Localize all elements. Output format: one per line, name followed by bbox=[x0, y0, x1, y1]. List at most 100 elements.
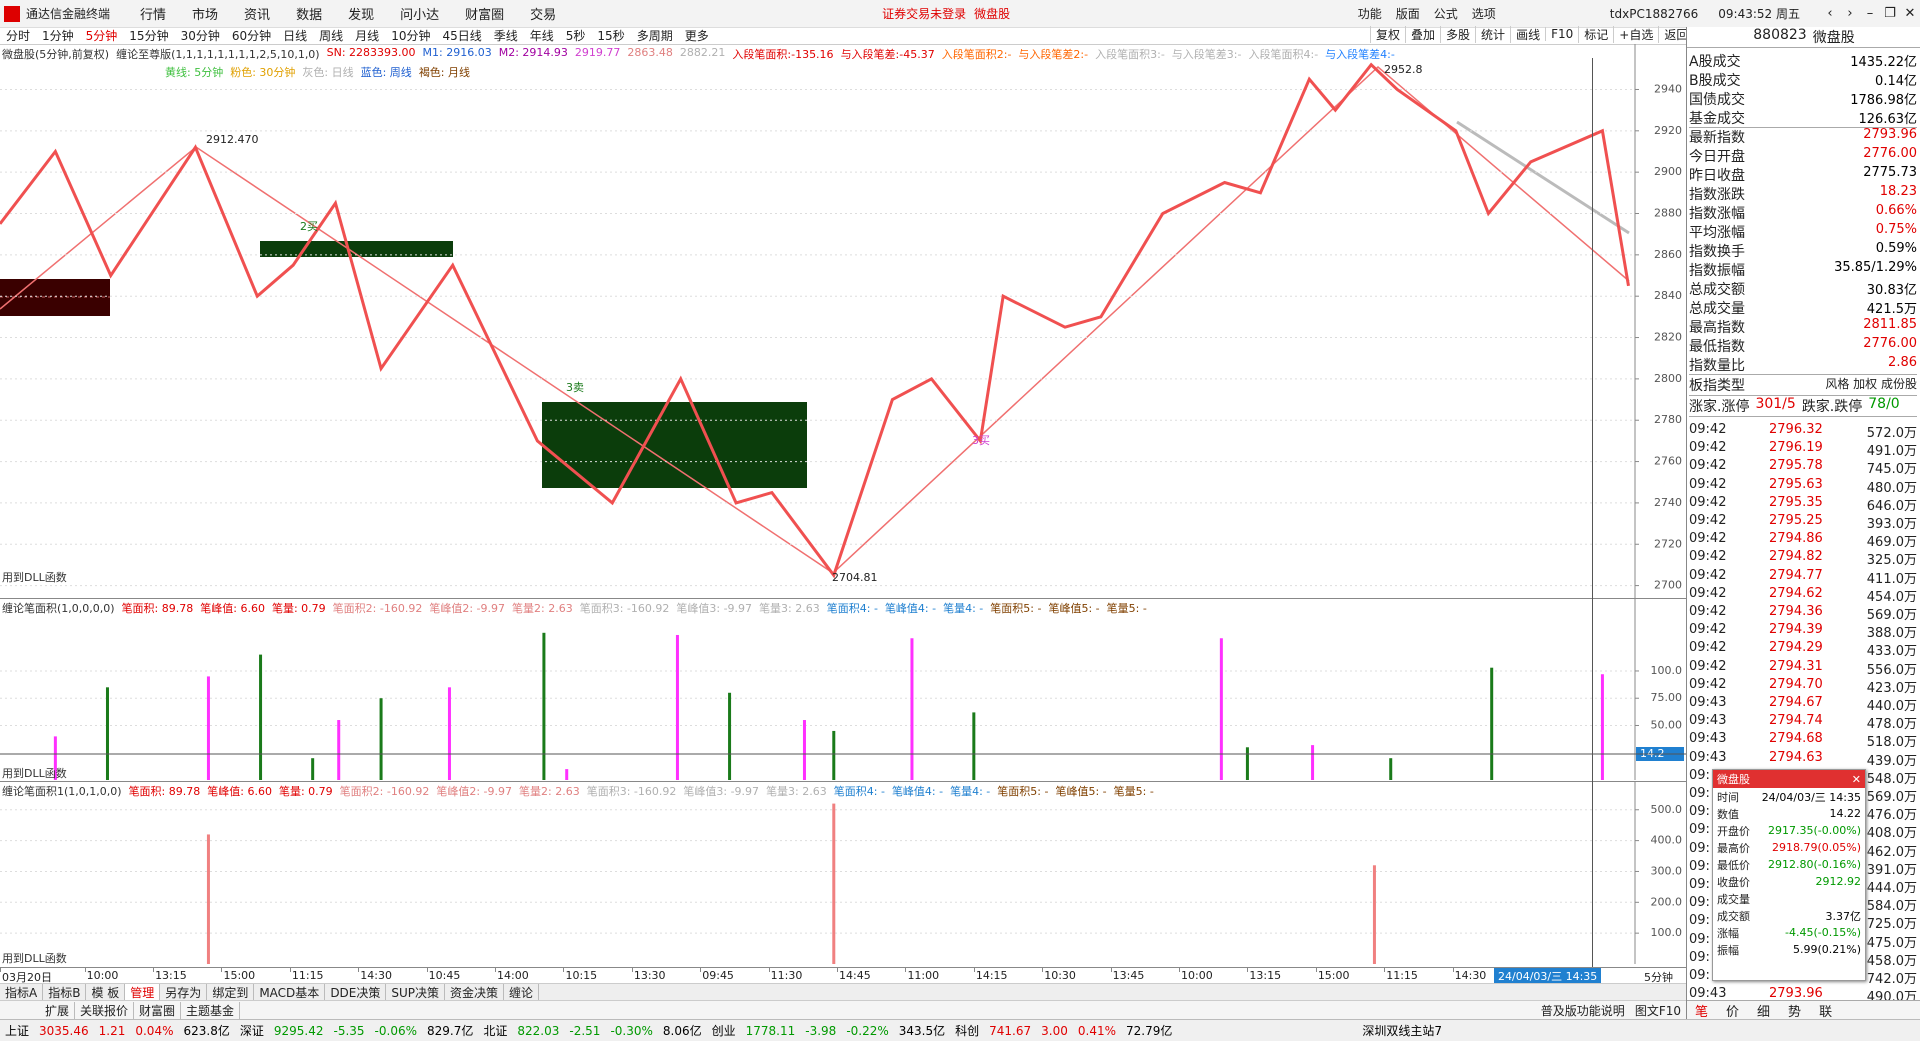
legend-item: 笔量5: - bbox=[1106, 602, 1147, 615]
period-tab[interactable]: 60分钟 bbox=[231, 29, 272, 43]
side-tab[interactable]: 势 bbox=[1788, 1005, 1802, 1020]
bottom-tab[interactable]: 扩展 bbox=[40, 1002, 76, 1019]
logo-icon bbox=[4, 5, 20, 22]
bottom-tab[interactable]: 指标A bbox=[0, 984, 44, 1001]
link[interactable]: 普及版功能说明 bbox=[1540, 1004, 1625, 1018]
menu-item[interactable]: 问小达 bbox=[400, 8, 440, 23]
period-tab[interactable]: 分时 bbox=[6, 29, 31, 43]
period-tab[interactable]: 10分钟 bbox=[391, 29, 431, 43]
bottom-tab[interactable]: 资金决策 bbox=[445, 984, 505, 1001]
menu-item[interactable]: 财富圈 bbox=[465, 8, 505, 23]
menu-item[interactable]: 选项 bbox=[1471, 7, 1496, 21]
bottom-tab[interactable]: 缠论 bbox=[504, 984, 540, 1001]
tick-price: 2794.63 bbox=[1769, 749, 1823, 765]
period-tab[interactable]: 45日线 bbox=[442, 29, 482, 43]
menu-item[interactable]: 行情 bbox=[140, 8, 167, 23]
tool-button[interactable]: 返回 bbox=[1658, 25, 1693, 43]
bottom-tab[interactable]: MACD基本 bbox=[254, 984, 326, 1001]
x-tick-label: 11:00 bbox=[907, 969, 940, 982]
bottom-tab[interactable]: 财富圈 bbox=[134, 1002, 182, 1019]
tool-button[interactable]: 统计 bbox=[1475, 25, 1510, 43]
bar bbox=[675, 634, 679, 780]
bottom-tab[interactable]: 主题基金 bbox=[181, 1002, 241, 1019]
board-value[interactable]: 风格 加权 成份股 bbox=[1825, 377, 1917, 391]
period-tab[interactable]: 周线 bbox=[319, 29, 344, 43]
period-tab[interactable]: 15分钟 bbox=[129, 29, 169, 43]
status-item: 1778.11 bbox=[745, 1023, 796, 1038]
x-tick-label: 13:45 bbox=[1112, 969, 1145, 982]
menu-item[interactable]: 发现 bbox=[348, 8, 375, 23]
period-tab[interactable]: 月线 bbox=[355, 29, 380, 43]
bar bbox=[832, 730, 836, 780]
legend-item: M2: 2914.93 bbox=[498, 46, 568, 59]
menu-item[interactable]: 公式 bbox=[1433, 7, 1458, 21]
stat-label: 国债成交 bbox=[1689, 92, 1745, 108]
bottom-tab[interactable]: 管理 bbox=[125, 984, 161, 1001]
window-button[interactable]: ❐ bbox=[1884, 6, 1896, 21]
x-tick-label: 13:15 bbox=[1249, 969, 1282, 982]
side-tab[interactable]: 联 bbox=[1819, 1005, 1833, 1020]
period-tab[interactable]: 5秒 bbox=[565, 29, 586, 43]
period-tab[interactable]: 多周期 bbox=[636, 29, 673, 43]
side-tab[interactable]: 细 bbox=[1757, 1005, 1771, 1020]
menu-item[interactable]: 版面 bbox=[1395, 7, 1420, 21]
menu-item[interactable]: 资讯 bbox=[244, 8, 271, 23]
window-button[interactable]: › bbox=[1847, 6, 1853, 21]
x-tick-label: 14:00 bbox=[497, 969, 529, 982]
menu-item[interactable]: 功能 bbox=[1357, 7, 1382, 21]
tick-mark bbox=[426, 968, 428, 972]
status-item: 9295.42 bbox=[273, 1023, 324, 1038]
tool-button[interactable]: F10 bbox=[1545, 27, 1578, 41]
bottom-tab[interactable]: 关联报价 bbox=[75, 1002, 135, 1019]
tick-row: 09:42 2794.29 433.0万 bbox=[1689, 640, 1917, 659]
price-line bbox=[0, 62, 1630, 579]
title-bar: 通达信金融终端 行情 市场 资讯 数据 发现 问小达 财富圈 交易 证券交易未登录 微盘股 功能 版面公… bbox=[0, 0, 1920, 28]
tool-button[interactable]: +自选 bbox=[1613, 25, 1658, 43]
tool-button[interactable]: 叠加 bbox=[1405, 25, 1440, 43]
bottom-tab[interactable]: SUP决策 bbox=[386, 984, 446, 1001]
stat-label: 指数涨跌 bbox=[1689, 187, 1745, 203]
bottom-tab[interactable]: 绑定到 bbox=[207, 984, 255, 1001]
tick-time: 09:42 bbox=[1689, 494, 1727, 510]
tool-button[interactable]: 标记 bbox=[1578, 25, 1613, 43]
period-tab[interactable]: 季线 bbox=[493, 29, 518, 43]
period-tab[interactable]: 日线 bbox=[283, 29, 308, 43]
period-tab[interactable]: 年线 bbox=[529, 29, 554, 43]
side-tab[interactable]: 笔 bbox=[1695, 1005, 1709, 1020]
period-tab[interactable]: 15秒 bbox=[597, 29, 625, 43]
tick-row: 09:42 2794.86 469.0万 bbox=[1689, 531, 1917, 550]
menu-item[interactable]: 市场 bbox=[192, 8, 219, 23]
tool-button[interactable]: 画线 bbox=[1510, 25, 1545, 43]
side-tab[interactable]: 价 bbox=[1726, 1005, 1740, 1020]
bottom-tab[interactable]: 另存为 bbox=[160, 984, 208, 1001]
status-item: -0.06% bbox=[374, 1023, 417, 1038]
menu-item[interactable]: 数据 bbox=[296, 8, 323, 23]
bottom-tab[interactable]: DDE决策 bbox=[325, 984, 387, 1001]
period-tab[interactable]: 5分钟 bbox=[85, 29, 118, 43]
status-item: 343.5亿 bbox=[898, 1024, 946, 1038]
tick-mark bbox=[700, 968, 702, 972]
status-item: 822.03 bbox=[517, 1023, 560, 1038]
legend-item: 微盘股(5分钟,前复权) bbox=[2, 48, 110, 61]
y-tick-label: 100.0 bbox=[1651, 926, 1683, 939]
x-tick-label: 11:15 bbox=[291, 969, 324, 982]
bottom-tab[interactable]: 指标B bbox=[43, 984, 87, 1001]
tick-volume: 584.0万 bbox=[1866, 899, 1917, 915]
bottom-tab[interactable]: 模 板 bbox=[86, 984, 126, 1001]
board-label: 板指类型 bbox=[1689, 378, 1745, 394]
window-button[interactable]: – bbox=[1866, 6, 1874, 21]
link[interactable]: 图文F10 bbox=[1634, 1004, 1681, 1018]
tooltip-value: 5.99(0.21%) bbox=[1792, 943, 1861, 956]
close-button[interactable]: ✕ bbox=[1851, 772, 1861, 786]
period-tab[interactable]: 更多 bbox=[684, 29, 709, 43]
window-button[interactable]: ✕ bbox=[1904, 6, 1916, 21]
legend-item: 笔峰值5: - bbox=[1048, 602, 1100, 615]
tool-button[interactable]: 多股 bbox=[1440, 25, 1475, 43]
period-tab[interactable]: 1分钟 bbox=[42, 29, 74, 43]
stat-value: 2.86 bbox=[1888, 355, 1917, 370]
tool-button[interactable]: 复权 bbox=[1370, 25, 1405, 43]
x-tick-label: 14:30 bbox=[360, 969, 392, 982]
menu-item[interactable]: 交易 bbox=[530, 8, 557, 23]
period-tab[interactable]: 30分钟 bbox=[180, 29, 220, 43]
window-button[interactable]: ‹ bbox=[1827, 6, 1833, 21]
